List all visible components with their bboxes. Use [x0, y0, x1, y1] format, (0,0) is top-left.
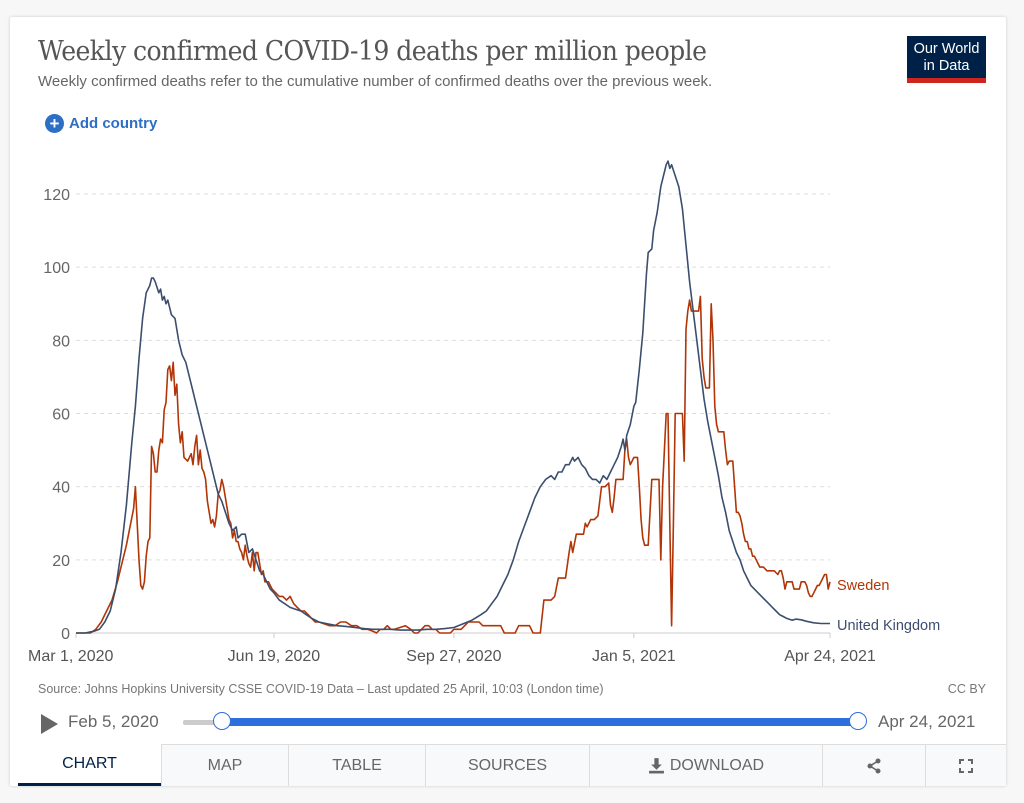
tab-chart-label: CHART — [62, 754, 117, 772]
timeline-slider[interactable]: Feb 5, 2020 Apr 24, 2021 — [38, 708, 988, 738]
grid-lines — [76, 193, 830, 634]
x-axis: Mar 1, 2020 Jun 19, 2020 Sep 27, 2020 Jan 5… — [28, 633, 876, 665]
plus-circle-icon: + — [45, 114, 64, 133]
tab-map[interactable]: MAP — [161, 744, 288, 786]
logo-line2: in Data — [923, 58, 970, 74]
timeline-track[interactable] — [183, 720, 223, 725]
add-country-button[interactable]: + Add country — [45, 114, 157, 133]
x-tick-label: Jan 5, 2021 — [592, 648, 676, 665]
timeline-selected-range[interactable] — [221, 718, 857, 726]
y-tick-label-100: 100 — [43, 260, 70, 277]
y-tick-label-60: 60 — [52, 407, 70, 424]
add-country-label: Add country — [69, 115, 158, 132]
series-lines — [76, 160, 831, 634]
fullscreen-icon — [959, 758, 973, 773]
tab-sources-label: SOURCES — [467, 756, 548, 774]
tab-map-label: MAP — [207, 756, 243, 774]
y-axis-ticks: 0 20 40 60 80 100 120 — [43, 187, 70, 643]
chart-subtitle: Weekly confirmed deaths refer to the cum… — [38, 73, 713, 90]
y-tick-label-120: 120 — [43, 187, 70, 204]
tab-chart[interactable]: CHART — [18, 744, 161, 786]
timeline-end-label: Apr 24, 2021 — [878, 712, 976, 731]
x-tick-label: Mar 1, 2020 — [28, 648, 113, 665]
tab-sources[interactable]: SOURCES — [425, 744, 589, 786]
tab-table[interactable]: TABLE — [288, 744, 425, 786]
series-label-sweden: Sweden — [837, 578, 889, 594]
share-icon — [867, 758, 881, 773]
owid-logo[interactable]: Our World in Data — [907, 36, 986, 83]
timeline-start-label: Feb 5, 2020 — [68, 712, 159, 731]
chart-card — [10, 17, 1006, 786]
chart-title: Weekly confirmed COVID-19 deaths per mil… — [38, 36, 707, 67]
download-icon — [648, 758, 664, 774]
series-line-sweden — [76, 295, 831, 634]
source-note: Source: Johns Hopkins University CSSE CO… — [38, 682, 604, 696]
timeline-start-handle[interactable] — [213, 712, 231, 730]
logo-line1: Our World — [913, 41, 980, 57]
x-tick-label: Sep 27, 2020 — [406, 648, 501, 665]
fullscreen-button[interactable] — [925, 744, 1006, 786]
share-button[interactable] — [822, 744, 925, 786]
tab-table-label: TABLE — [332, 756, 382, 774]
tab-download[interactable]: DOWNLOAD — [589, 744, 822, 786]
y-tick-label-40: 40 — [52, 480, 70, 497]
series-line-united-kingdom — [76, 160, 830, 634]
series-labels: United Kingdom Sweden — [837, 578, 940, 634]
series-label-united-kingdom: United Kingdom — [837, 618, 940, 634]
license-link[interactable]: CC BY — [947, 682, 986, 696]
timeline-end-handle[interactable] — [849, 712, 867, 730]
tab-bar: CHART MAP TABLE SOURCES DOWNLOAD — [18, 744, 1006, 786]
tab-download-label: DOWNLOAD — [669, 756, 765, 774]
y-tick-label-20: 20 — [52, 553, 70, 570]
play-icon[interactable] — [41, 714, 58, 734]
y-tick-label-0: 0 — [61, 626, 70, 643]
x-tick-label: Apr 24, 2021 — [784, 648, 876, 665]
y-tick-label-80: 80 — [52, 333, 70, 350]
x-tick-label: Jun 19, 2020 — [228, 648, 321, 665]
